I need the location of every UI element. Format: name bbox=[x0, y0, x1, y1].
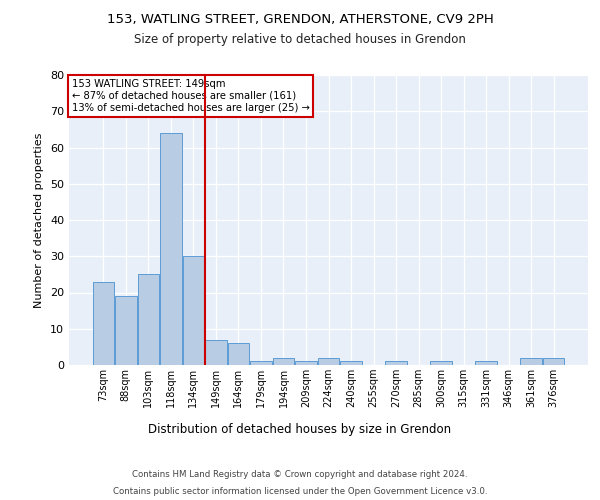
Bar bbox=[92, 282, 114, 365]
Y-axis label: Number of detached properties: Number of detached properties bbox=[34, 132, 44, 308]
Bar bbox=[228, 343, 249, 365]
Bar bbox=[205, 340, 227, 365]
Text: Contains public sector information licensed under the Open Government Licence v3: Contains public sector information licen… bbox=[113, 488, 487, 496]
Bar bbox=[115, 296, 137, 365]
Text: Distribution of detached houses by size in Grendon: Distribution of detached houses by size … bbox=[148, 422, 452, 436]
Bar bbox=[160, 133, 182, 365]
Bar bbox=[295, 362, 317, 365]
Text: Size of property relative to detached houses in Grendon: Size of property relative to detached ho… bbox=[134, 32, 466, 46]
Text: 153, WATLING STREET, GRENDON, ATHERSTONE, CV9 2PH: 153, WATLING STREET, GRENDON, ATHERSTONE… bbox=[107, 12, 493, 26]
Bar bbox=[137, 274, 159, 365]
Bar bbox=[520, 358, 542, 365]
Text: 153 WATLING STREET: 149sqm
← 87% of detached houses are smaller (161)
13% of sem: 153 WATLING STREET: 149sqm ← 87% of deta… bbox=[71, 80, 310, 112]
Bar bbox=[385, 362, 407, 365]
Bar bbox=[273, 358, 294, 365]
Bar bbox=[340, 362, 362, 365]
Bar bbox=[475, 362, 497, 365]
Bar bbox=[430, 362, 452, 365]
Text: Contains HM Land Registry data © Crown copyright and database right 2024.: Contains HM Land Registry data © Crown c… bbox=[132, 470, 468, 479]
Bar bbox=[318, 358, 339, 365]
Bar bbox=[250, 362, 272, 365]
Bar bbox=[182, 256, 204, 365]
Bar bbox=[543, 358, 565, 365]
